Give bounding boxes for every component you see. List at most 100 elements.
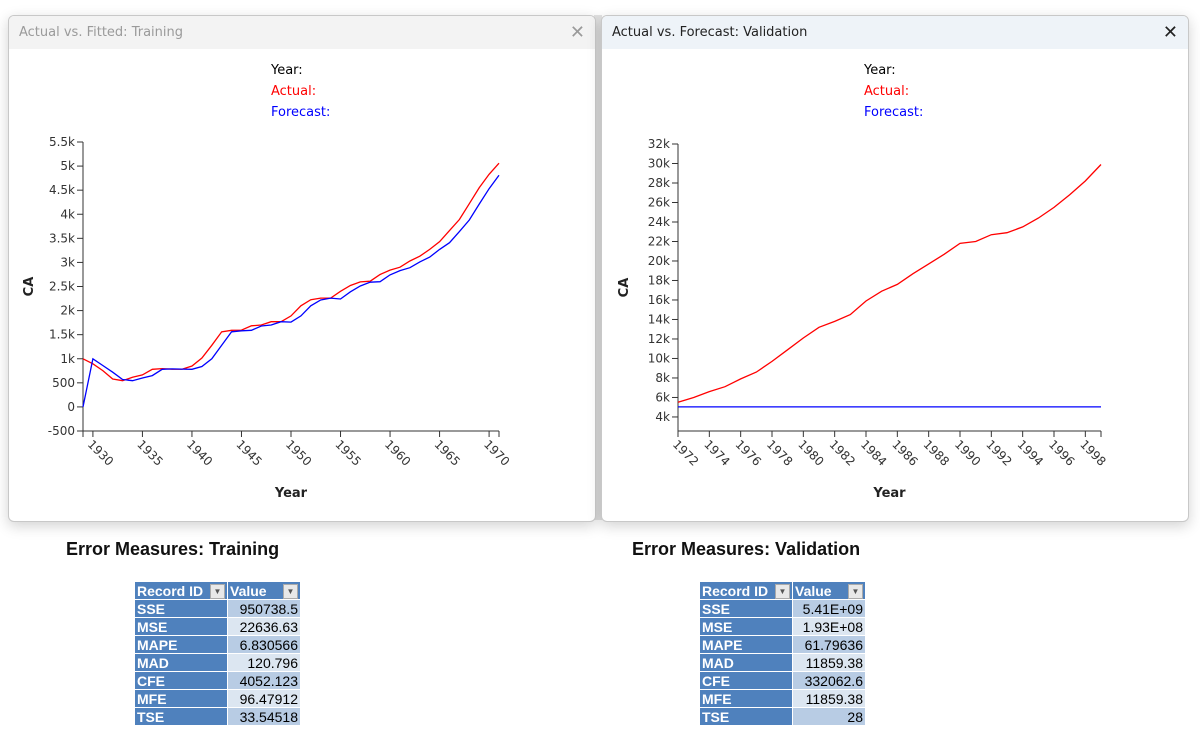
x-tick-label: 1970 — [481, 437, 512, 468]
title-bar[interactable]: Actual vs. Fitted: Training ✕ — [9, 16, 595, 49]
record-id-cell[interactable]: MAPE — [699, 635, 793, 654]
record-id-cell[interactable]: MAPE — [134, 635, 228, 654]
y-tick-label: 4.5k — [49, 183, 75, 197]
legend-year: Year: — [271, 63, 303, 78]
value-cell[interactable]: 11859.38 — [792, 689, 866, 708]
training-line-chart[interactable]: -500 0 500 1k 1.5k 2k 2.5k 3k 3.5k 4k 4.5k 5k 5.5k 19… — [9, 49, 595, 521]
value-cell[interactable]: 6.830566 — [227, 635, 301, 654]
x-axis-title: Year — [274, 486, 308, 501]
record-id-cell[interactable]: TSE — [699, 707, 793, 726]
y-tick-label: 14k — [648, 312, 670, 326]
table-row: MSE 22636.63 — [134, 617, 301, 636]
y-tick-label: -500 — [48, 424, 75, 438]
x-tick-label: 1980 — [795, 437, 826, 468]
filter-dropdown-icon[interactable]: ▼ — [283, 583, 298, 599]
y-tick-label: 20k — [648, 254, 670, 268]
x-tick-label: 1990 — [952, 437, 983, 468]
table-row: MAPE 6.830566 — [134, 635, 301, 654]
record-id-cell[interactable]: CFE — [699, 671, 793, 690]
col-record-id[interactable]: Record ID ▼ — [134, 581, 228, 600]
x-tick-label: 1986 — [889, 437, 920, 468]
value-cell[interactable]: 28 — [792, 707, 866, 726]
value-cell[interactable]: 120.796 — [227, 653, 301, 672]
record-id-cell[interactable]: MSE — [699, 617, 793, 636]
x-tick-label: 1982 — [827, 437, 858, 468]
x-tick-label: 1996 — [1046, 437, 1077, 468]
x-tick-label: 1984 — [858, 437, 889, 468]
filter-dropdown-icon[interactable]: ▼ — [210, 583, 225, 599]
record-id-cell[interactable]: TSE — [134, 707, 228, 726]
y-tick-label: 1.5k — [49, 328, 75, 342]
legend-year: Year: — [864, 63, 896, 78]
value-cell[interactable]: 22636.63 — [227, 617, 301, 636]
record-id-cell[interactable]: MFE — [699, 689, 793, 708]
x-tick-label: 1930 — [85, 437, 116, 468]
record-id-cell[interactable]: MAD — [134, 653, 228, 672]
validation-error-table: Record ID ▼ Value ▼ SSE 5.41E+09 MSE 1.93E+08 M… — [699, 581, 866, 726]
record-id-label: Record ID — [137, 582, 204, 599]
x-tick-label: 1978 — [764, 437, 795, 468]
table-row: MAD 120.796 — [134, 653, 301, 672]
col-value[interactable]: Value ▼ — [792, 581, 866, 600]
table-row: TSE 28 — [699, 707, 866, 726]
y-tick-label: 28k — [648, 176, 670, 190]
x-tick-label: 1935 — [134, 437, 165, 468]
value-cell[interactable]: 5.41E+09 — [792, 599, 866, 618]
value-cell[interactable]: 61.79636 — [792, 635, 866, 654]
close-icon[interactable]: ✕ — [1162, 21, 1178, 43]
validation-line-chart[interactable]: 4k 6k 8k 10k 12k 14k 16k 18k 20k 22k 24k 26k 28k 30k 3… — [602, 49, 1188, 521]
record-id-cell[interactable]: SSE — [134, 599, 228, 618]
record-id-label: Record ID — [702, 582, 769, 599]
y-tick-label: 5k — [60, 159, 75, 173]
x-tick-label: 1998 — [1077, 437, 1108, 468]
record-id-cell[interactable]: MFE — [134, 689, 228, 708]
x-tick-label: 1988 — [921, 437, 952, 468]
y-tick-label: 3.5k — [49, 231, 75, 245]
y-tick-label: 22k — [648, 234, 670, 248]
value-cell[interactable]: 332062.6 — [792, 671, 866, 690]
col-value[interactable]: Value ▼ — [227, 581, 301, 600]
y-tick-label: 500 — [52, 376, 75, 390]
value-cell[interactable]: 4052.123 — [227, 671, 301, 690]
y-tick-label: 2.5k — [49, 280, 75, 294]
value-cell[interactable]: 11859.38 — [792, 653, 866, 672]
record-id-cell[interactable]: MAD — [699, 653, 793, 672]
record-id-cell[interactable]: MSE — [134, 617, 228, 636]
x-tick-label: 1955 — [332, 437, 363, 468]
x-axis-title: Year — [872, 486, 906, 501]
window-title: Actual vs. Fitted: Training — [19, 25, 183, 40]
filter-dropdown-icon[interactable]: ▼ — [775, 583, 790, 599]
table-header: Record ID ▼ Value ▼ — [134, 581, 301, 600]
value-cell[interactable]: 33.54518 — [227, 707, 301, 726]
title-bar[interactable]: Actual vs. Forecast: Validation ✕ — [602, 16, 1188, 49]
y-tick-label: 0 — [67, 400, 75, 414]
close-icon[interactable]: ✕ — [569, 21, 585, 43]
value-cell[interactable]: 1.93E+08 — [792, 617, 866, 636]
training-error-heading: Error Measures: Training — [66, 539, 280, 559]
legend-forecast: Forecast: — [864, 105, 924, 120]
record-id-cell[interactable]: SSE — [699, 599, 793, 618]
x-tick-label: 1940 — [184, 437, 215, 468]
validation-chart-window[interactable]: Actual vs. Forecast: Validation ✕ Year: … — [601, 15, 1189, 522]
value-cell[interactable]: 96.47912 — [227, 689, 301, 708]
y-tick-label: 2k — [60, 304, 75, 318]
table-row: CFE 4052.123 — [134, 671, 301, 690]
table-row: CFE 332062.6 — [699, 671, 866, 690]
training-error-table: Record ID ▼ Value ▼ SSE 950738.5 MSE 22636.63 M… — [134, 581, 301, 726]
legend-actual: Actual: — [864, 84, 910, 99]
record-id-cell[interactable]: CFE — [134, 671, 228, 690]
hover-legend: Year: Actual: Forecast: — [864, 60, 923, 123]
x-tick-label: 1945 — [233, 437, 264, 468]
y-tick-label: 26k — [648, 195, 670, 209]
table-header: Record ID ▼ Value ▼ — [699, 581, 866, 600]
table-row: MSE 1.93E+08 — [699, 617, 866, 636]
value-cell[interactable]: 950738.5 — [227, 599, 301, 618]
legend-actual: Actual: — [271, 84, 317, 99]
y-axis-title: CA — [22, 277, 37, 297]
col-record-id[interactable]: Record ID ▼ — [699, 581, 793, 600]
y-tick-label: 3k — [60, 255, 75, 269]
training-chart-window[interactable]: Actual vs. Fitted: Training ✕ Year: Actu… — [8, 15, 596, 522]
filter-dropdown-icon[interactable]: ▼ — [848, 583, 863, 599]
y-tick-label: 12k — [648, 332, 670, 346]
y-tick-label: 30k — [648, 156, 670, 170]
